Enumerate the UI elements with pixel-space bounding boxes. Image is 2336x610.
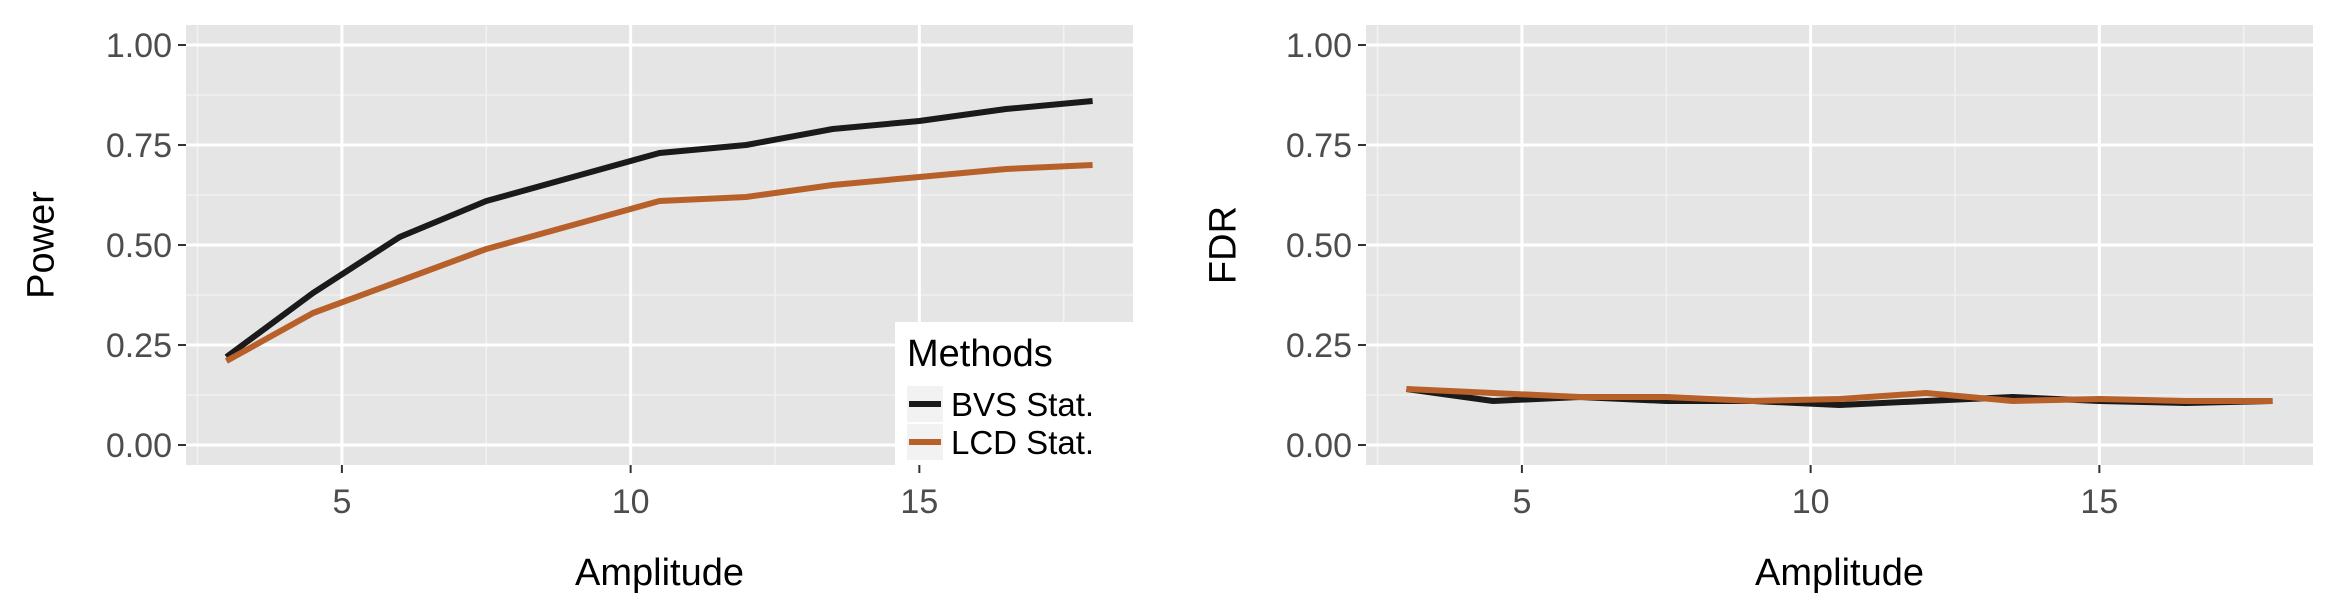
fdr-ytick-label: 0.25 [1286,327,1352,365]
fdr-x-axis-title: Amplitude [1755,552,1924,594]
power-xtick-label: 5 [332,483,351,521]
power-series-line-bvs-stat [224,98,1093,360]
fdr-xtick-label: 15 [2080,483,2118,521]
fdr-series-line-lcd-stat [1406,386,2273,404]
power-series-line-lcd-stat [224,162,1093,364]
power-xtick-label: 10 [612,483,650,521]
power-y-axis-title: Power [20,191,62,299]
power-ytick-label: 0.25 [106,327,172,365]
power-ytick-label: 0.75 [106,127,172,165]
fdr-xtick-label: 10 [1792,483,1830,521]
legend-label-0: BVS Stat. [951,386,1094,423]
legend-label-1: LCD Stat. [951,424,1094,461]
fdr-y-axis-title: FDR [1202,206,1244,284]
fdr-xtick-label: 5 [1512,483,1531,521]
fdr-ytick-label: 0.50 [1286,227,1352,265]
power-ytick-label: 1.00 [106,27,172,65]
power-ytick-label: 0.00 [106,427,172,465]
power-x-axis-title: Amplitude [575,552,744,594]
fdr-panel: 0.00 0.25 0.50 0.75 1.00 5 10 15 Amplitude FDR [1202,25,2313,594]
fdr-ytick-label: 0.75 [1286,127,1352,165]
legend-title: Methods [907,333,1053,375]
fdr-ytick-label: 1.00 [1286,27,1352,65]
power-ytick-label: 0.50 [106,227,172,265]
fdr-ytick-label: 0.00 [1286,427,1352,465]
power-panel: 0.00 0.25 0.50 0.75 1.00 5 10 15 Amplitude Power M… [20,25,1133,594]
power-xtick-label: 15 [900,483,938,521]
